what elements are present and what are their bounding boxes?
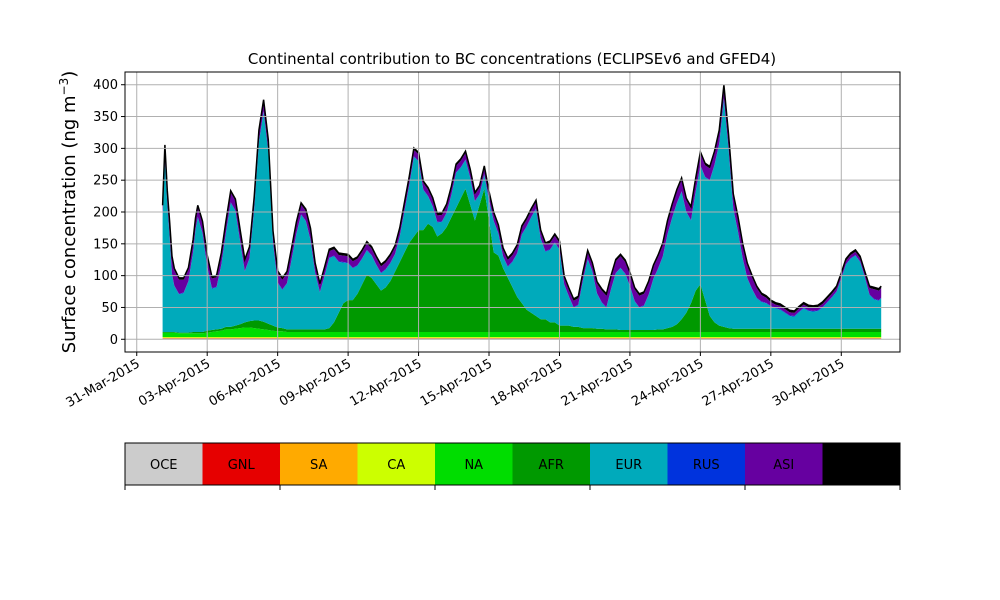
legend-swatch-rus: [667, 443, 745, 485]
legend-swatch-gnl: [202, 443, 280, 485]
area-sa: [162, 337, 882, 339]
legend-label-afr: AFR: [539, 458, 564, 473]
y-tick-label: 300: [93, 142, 118, 157]
legend-swatch-oce: [125, 443, 203, 485]
x-tick-label: 31-Mar-2015: [64, 356, 143, 410]
legend-label-ca: CA: [387, 458, 405, 473]
area-asi: [162, 87, 882, 316]
y-tick-label: 100: [93, 269, 118, 284]
x-tick-label: 27-Apr-2015: [700, 356, 777, 409]
x-tick-label: 24-Apr-2015: [629, 356, 706, 409]
area-afr: [162, 188, 882, 334]
legend-label-aus: AUS: [848, 458, 875, 473]
legend-label-sa: SA: [310, 458, 327, 473]
legend-label-asi: ASI: [773, 458, 794, 473]
legend-label-oce: OCE: [150, 458, 178, 473]
y-tick-label: 150: [93, 237, 118, 252]
area-rus: [162, 98, 882, 317]
y-tick-label: 400: [93, 78, 118, 93]
x-tick-label: 30-Apr-2015: [770, 356, 847, 409]
legend: OCE GNL SA CA NA AFR EUR RUS ASI AUS: [124, 442, 901, 490]
legend-swatch-ca: [357, 443, 435, 485]
y-axis-label: Surface concentration (ng m−3): [57, 71, 80, 354]
legend-label-na: NA: [464, 458, 483, 473]
area-na: [162, 327, 882, 337]
y-tick-label: 0: [110, 333, 118, 348]
legend-label-eur: EUR: [615, 458, 642, 473]
plot-area: 0 50 100 150 200 250 300 350 400 31-Mar-201503-Ap…: [64, 71, 901, 411]
y-tick-label: 350: [93, 110, 118, 125]
total-outline: [161, 84, 882, 312]
y-tick-label: 200: [93, 206, 118, 221]
y-axis-label-close: ): [59, 71, 80, 78]
legend-swatch-eur: [590, 443, 668, 485]
x-tick-label: 21-Apr-2015: [559, 356, 636, 409]
y-tick-label: 50: [101, 301, 118, 316]
y-axis-label-exponent: −3: [57, 78, 71, 96]
legend-label-gnl: GNL: [228, 458, 256, 473]
area-ca: [162, 337, 882, 338]
y-tick-label: 250: [93, 174, 118, 189]
x-tick-label: 06-Apr-2015: [207, 356, 284, 409]
legend-label-rus: RUS: [693, 458, 720, 473]
legend-swatch-sa: [280, 443, 358, 485]
x-tick-label: 15-Apr-2015: [418, 356, 495, 409]
x-tick-label: 18-Apr-2015: [488, 356, 565, 409]
legend-swatch-asi: [745, 443, 823, 485]
x-tick-label: 03-Apr-2015: [136, 356, 213, 409]
y-axis-label-main: Surface concentration (ng m: [59, 95, 80, 353]
legend-swatch-afr: [512, 443, 590, 485]
chart-title: Continental contribution to BC concentra…: [248, 50, 776, 68]
legend-swatch-na: [435, 443, 513, 485]
legend-swatch-aus: [822, 443, 900, 485]
x-tick-label: 09-Apr-2015: [277, 356, 354, 409]
legend-frame: [124, 442, 901, 486]
area-eur: [162, 99, 882, 333]
x-tick-label: 12-Apr-2015: [347, 356, 424, 409]
